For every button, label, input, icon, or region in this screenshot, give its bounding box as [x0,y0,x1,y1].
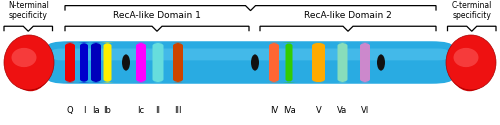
FancyBboxPatch shape [312,42,325,82]
Text: Va: Va [338,106,347,115]
FancyBboxPatch shape [335,42,350,82]
Text: C-terminal
specificity: C-terminal specificity [452,1,492,20]
FancyBboxPatch shape [280,42,298,82]
FancyBboxPatch shape [76,42,92,82]
Text: Q: Q [66,106,73,115]
Text: II: II [156,106,160,115]
Ellipse shape [10,36,52,91]
Ellipse shape [446,35,496,90]
Text: RecA-like Domain 2: RecA-like Domain 2 [304,11,392,20]
FancyBboxPatch shape [358,42,372,82]
Text: RecA-like Domain 1: RecA-like Domain 1 [113,11,201,20]
Text: IV: IV [270,106,278,115]
Ellipse shape [122,54,130,71]
Text: N-terminal
specificity: N-terminal specificity [8,1,48,20]
Text: VI: VI [361,106,369,115]
FancyBboxPatch shape [88,42,104,82]
FancyBboxPatch shape [62,42,78,82]
Text: III: III [174,106,182,115]
Text: Ia: Ia [92,106,100,115]
Ellipse shape [12,48,36,67]
FancyBboxPatch shape [99,42,116,82]
Text: IVa: IVa [282,106,296,115]
FancyBboxPatch shape [170,42,186,82]
FancyBboxPatch shape [266,42,281,82]
Text: Ic: Ic [138,106,144,115]
Ellipse shape [377,54,385,71]
Text: RNA helicase core: RNA helicase core [206,0,294,1]
Text: I: I [83,106,85,115]
Ellipse shape [4,35,54,90]
Ellipse shape [251,54,259,71]
FancyBboxPatch shape [151,42,165,82]
FancyBboxPatch shape [134,42,148,82]
FancyBboxPatch shape [48,41,452,84]
FancyBboxPatch shape [52,48,448,60]
Text: V: V [316,106,322,115]
Ellipse shape [448,36,491,91]
Ellipse shape [454,48,478,67]
Text: Ib: Ib [104,106,112,115]
